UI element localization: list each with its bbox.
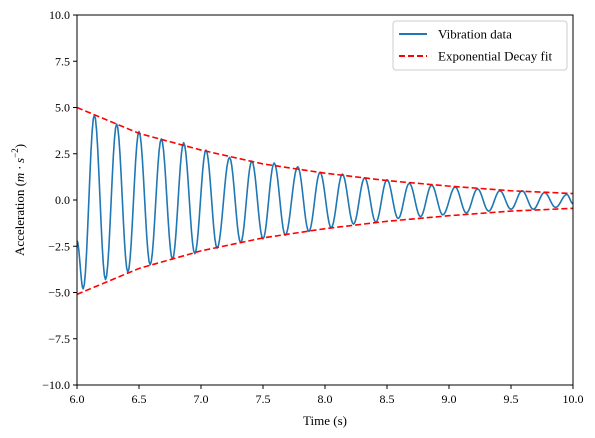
y-tick-label: −2.5	[48, 239, 70, 253]
y-tick-label: −7.5	[48, 332, 70, 346]
y-axis-label-math: m · s	[12, 158, 27, 182]
y-tick-label: 2.5	[55, 147, 70, 161]
y-axis-ticks: −10.0 −7.5 −5.0 −2.5 0.0 2.5 5.0 7.5 10.0	[42, 8, 77, 392]
x-tick-label: 7.5	[256, 392, 271, 406]
x-tick-label: 8.5	[380, 392, 395, 406]
series-vibration-line	[76, 114, 574, 290]
x-tick-label: 9.5	[504, 392, 519, 406]
x-axis-label: Time (s)	[303, 413, 347, 428]
series-decay-fit-upper	[76, 106, 574, 195]
y-tick-label: 10.0	[49, 8, 70, 22]
y-tick-label: 7.5	[55, 54, 70, 68]
x-tick-label: 9.0	[442, 392, 457, 406]
y-tick-label: 5.0	[55, 101, 70, 115]
series-layer	[76, 106, 574, 296]
x-tick-label: 6.5	[132, 392, 147, 406]
y-axis-label: Acceleration (m · s−2)	[10, 144, 27, 256]
y-axis-label-suffix: )	[12, 144, 27, 148]
x-tick-label: 10.0	[563, 392, 584, 406]
y-axis-label-prefix: Acceleration (	[12, 182, 27, 256]
x-tick-label: 7.0	[194, 392, 209, 406]
legend-label-decay-fit: Exponential Decay fit	[438, 49, 552, 64]
x-tick-label: 6.0	[70, 392, 85, 406]
x-tick-label: 8.0	[318, 392, 333, 406]
legend: Vibration data Exponential Decay fit	[392, 20, 568, 71]
series-decay-fit-lower	[76, 207, 574, 296]
legend-label-vibration: Vibration data	[438, 27, 512, 42]
y-tick-label: 0.0	[55, 193, 70, 207]
y-axis-label-exponent: −2	[10, 148, 20, 158]
x-axis-ticks: 6.0 6.5 7.0 7.5 8.0 8.5 9.0 9.5 10.0	[70, 385, 584, 406]
y-tick-label: −5.0	[48, 286, 70, 300]
y-tick-label: −10.0	[42, 378, 70, 392]
legend-box	[392, 20, 568, 71]
